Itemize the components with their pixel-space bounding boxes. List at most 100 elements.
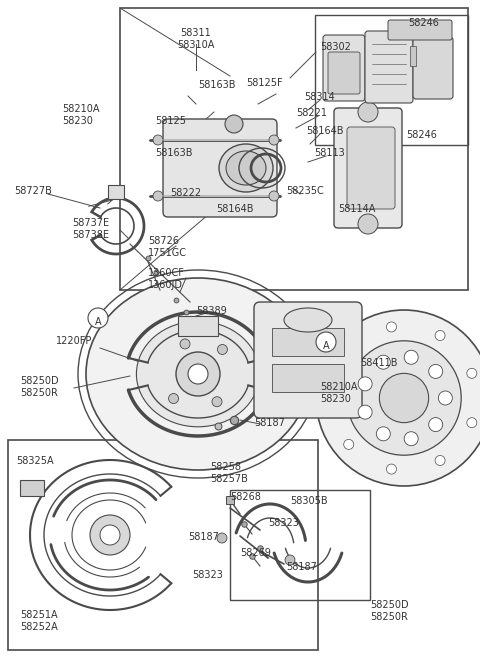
Circle shape [429, 417, 443, 432]
Circle shape [168, 393, 179, 403]
Circle shape [376, 355, 390, 369]
Circle shape [435, 330, 445, 341]
Circle shape [386, 464, 396, 474]
Text: 58737E
58738E: 58737E 58738E [72, 218, 109, 240]
Text: 58323: 58323 [268, 518, 299, 528]
FancyBboxPatch shape [365, 31, 413, 103]
Circle shape [316, 310, 480, 486]
Circle shape [90, 515, 130, 555]
Bar [8, 440, 318, 650]
Text: 58269: 58269 [240, 548, 271, 558]
Circle shape [438, 391, 452, 405]
Text: 58726
1751GC: 58726 1751GC [148, 236, 187, 258]
Text: 58187: 58187 [254, 418, 285, 428]
Ellipse shape [226, 151, 266, 185]
Text: 58125: 58125 [155, 116, 186, 126]
Circle shape [153, 135, 163, 145]
Bar [315, 15, 468, 145]
Circle shape [176, 352, 220, 396]
Circle shape [467, 417, 477, 427]
Bar [120, 8, 468, 290]
FancyBboxPatch shape [388, 20, 452, 40]
Circle shape [404, 351, 418, 364]
Bar [178, 316, 218, 336]
Text: 58222: 58222 [170, 188, 201, 198]
Bar [272, 364, 344, 392]
Text: 58210A
58230: 58210A 58230 [62, 104, 99, 126]
Circle shape [347, 341, 461, 455]
Text: 58163B: 58163B [198, 80, 236, 90]
Text: 58727B: 58727B [14, 186, 52, 196]
Text: 58187: 58187 [188, 532, 219, 542]
Circle shape [404, 432, 418, 446]
Circle shape [358, 214, 378, 234]
Text: 58302: 58302 [320, 42, 351, 52]
FancyBboxPatch shape [254, 302, 362, 418]
Circle shape [379, 373, 429, 423]
Circle shape [212, 397, 222, 407]
Text: 58314: 58314 [304, 92, 335, 102]
Text: 58164B: 58164B [216, 204, 253, 214]
Ellipse shape [86, 278, 310, 470]
Circle shape [376, 427, 390, 441]
Circle shape [429, 365, 443, 379]
FancyBboxPatch shape [413, 37, 453, 99]
Text: 58221: 58221 [296, 108, 327, 118]
FancyBboxPatch shape [328, 52, 360, 94]
Text: 58305B: 58305B [290, 496, 328, 506]
Text: 1360CF
1360JD: 1360CF 1360JD [148, 268, 185, 290]
Circle shape [188, 364, 208, 384]
Text: 58325A: 58325A [16, 456, 54, 466]
Text: 58258
58257B: 58258 58257B [210, 462, 248, 484]
Text: A: A [323, 341, 329, 351]
Circle shape [269, 135, 279, 145]
Circle shape [225, 115, 243, 133]
Text: 58389: 58389 [196, 306, 227, 316]
Circle shape [100, 525, 120, 545]
Bar [108, 185, 124, 199]
Text: 58311
58310A: 58311 58310A [177, 28, 215, 50]
Text: 58163B: 58163B [155, 148, 192, 158]
Text: 1220FP: 1220FP [56, 336, 92, 346]
Text: 58268: 58268 [230, 492, 261, 502]
Circle shape [269, 191, 279, 201]
Circle shape [435, 456, 445, 466]
Bar [230, 490, 370, 600]
Circle shape [285, 555, 295, 565]
Ellipse shape [136, 321, 260, 427]
Text: 58125F: 58125F [246, 78, 283, 88]
FancyBboxPatch shape [163, 119, 277, 217]
Circle shape [327, 393, 337, 403]
Text: 58114A: 58114A [338, 204, 375, 214]
Circle shape [153, 191, 163, 201]
Text: 58246: 58246 [406, 130, 437, 140]
Ellipse shape [219, 144, 273, 192]
Circle shape [467, 369, 477, 379]
Text: 58251A
58252A: 58251A 58252A [20, 610, 58, 632]
Text: 58164B: 58164B [306, 126, 344, 136]
Circle shape [358, 102, 378, 122]
Text: 58235C: 58235C [286, 186, 324, 196]
Circle shape [358, 377, 372, 391]
Text: 58187: 58187 [286, 562, 317, 572]
FancyBboxPatch shape [347, 127, 395, 209]
FancyBboxPatch shape [334, 108, 402, 228]
FancyBboxPatch shape [323, 35, 365, 101]
Circle shape [386, 322, 396, 332]
Circle shape [344, 347, 354, 357]
Ellipse shape [284, 308, 332, 332]
Circle shape [344, 440, 354, 450]
Text: 58250D
58250R: 58250D 58250R [370, 600, 408, 622]
Text: 58210A
58230: 58210A 58230 [320, 382, 358, 403]
Bar [410, 46, 416, 66]
Bar [272, 328, 344, 356]
Circle shape [88, 308, 108, 328]
Text: 58411B: 58411B [360, 358, 397, 368]
Text: 58250D
58250R: 58250D 58250R [20, 376, 59, 397]
Circle shape [358, 405, 372, 419]
Circle shape [316, 332, 336, 352]
Bar [20, 480, 44, 496]
Text: A: A [95, 317, 101, 327]
Text: 58246: 58246 [408, 18, 439, 28]
Text: 58113: 58113 [314, 148, 345, 158]
